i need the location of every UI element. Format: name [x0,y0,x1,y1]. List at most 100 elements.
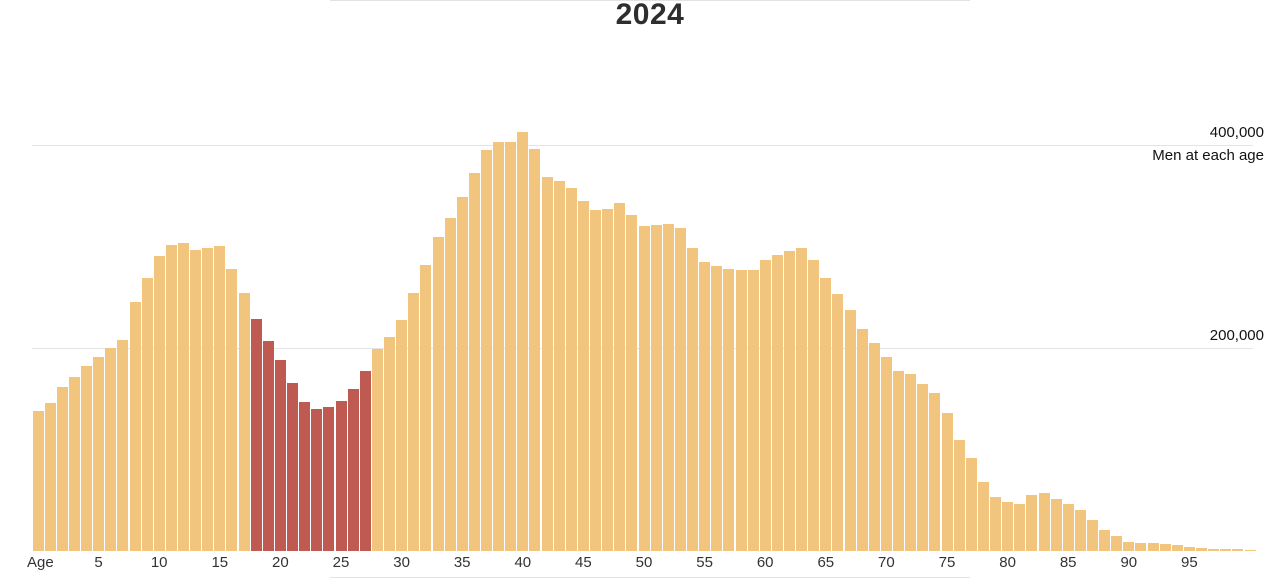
y-axis-label-400000: 400,000 [1209,124,1264,141]
bar-age-37 [480,150,492,551]
bar-age-56 [711,266,723,551]
y-axis-label-200000: 200,000 [1209,327,1264,344]
bar-age-34 [444,218,456,551]
bar-age-66 [832,294,844,551]
bar-age-5 [93,357,105,551]
top-border-line [330,0,970,1]
bar-age-94 [1171,545,1183,551]
bar-age-77 [965,458,977,551]
x-tick-90: 90 [1120,554,1138,571]
bar-age-47 [602,209,614,551]
bar-age-27 [359,371,371,551]
bar-age-74 [929,393,941,551]
x-tick-10: 10 [150,554,168,571]
bar-age-61 [771,255,783,551]
x-tick-85: 85 [1059,554,1077,571]
bar-age-28 [371,349,383,551]
bar-age-93 [1159,544,1171,551]
bar-age-69 [868,343,880,551]
bar-age-46 [590,210,601,551]
bar-age-41 [529,149,541,551]
bar-age-81 [1014,504,1026,551]
x-tick-70: 70 [878,554,895,571]
x-tick-5: 5 [94,554,103,571]
bar-age-90 [1123,542,1135,551]
bar-age-96 [1196,548,1207,551]
bar-age-53 [674,228,686,551]
x-tick-45: 45 [575,554,592,571]
bar-age-15 [214,246,226,551]
bar-age-20 [274,360,286,551]
bar-age-51 [650,225,662,551]
bar-age-8 [129,302,141,551]
bar-age-55 [699,262,711,551]
bar-age-16 [226,269,238,551]
bar-age-32 [420,265,432,551]
bar-age-80 [1002,502,1014,551]
bar-age-59 [747,270,759,551]
bar-age-63 [796,248,808,551]
bar-age-86 [1074,510,1086,551]
bar-age-42 [541,177,553,551]
chart-title: 2024 [615,0,685,31]
bar-age-72 [905,374,917,551]
bar-age-82 [1026,495,1038,551]
bar-age-24 [323,407,335,551]
bar-age-21 [287,383,298,551]
bar-age-7 [117,340,129,551]
bar-age-45 [577,201,589,551]
bar-age-19 [262,341,274,551]
bar-age-11 [165,245,177,551]
x-axis-age-label: Age [27,554,54,571]
bar-age-6 [105,348,117,551]
bar-age-57 [723,269,735,551]
x-tick-65: 65 [817,554,835,571]
men-at-each-age-label: Men at each age [1152,147,1264,164]
bar-age-68 [856,329,868,551]
bar-age-88 [1099,530,1111,551]
bar-age-48 [614,203,626,551]
bar-age-18 [250,319,262,551]
bar-age-50 [638,226,650,551]
bar-age-17 [238,293,250,551]
bar-age-38 [493,142,505,551]
x-tick-35: 35 [453,554,471,571]
bar-age-36 [468,173,480,551]
bar-age-44 [565,188,577,551]
bar-age-71 [893,371,904,551]
bar-age-26 [347,389,359,551]
bar-age-58 [735,270,747,551]
bar-age-73 [917,384,929,551]
bar-age-95 [1183,547,1195,551]
bar-age-70 [880,357,892,551]
bar-age-99 [1232,549,1244,551]
bar-age-89 [1111,536,1123,551]
bar-age-54 [687,248,698,551]
bar-age-1 [44,403,56,551]
bar-age-3 [68,377,80,551]
bar-age-76 [953,440,965,551]
x-tick-30: 30 [393,554,410,571]
bar-age-62 [783,251,795,551]
bottom-border-line [330,577,970,578]
bar-age-9 [141,278,153,551]
bar-age-100 [1244,550,1256,551]
bar-age-35 [456,197,468,551]
bar-age-0 [32,411,44,551]
bar-age-25 [335,401,347,551]
bar-age-98 [1220,549,1232,551]
bar-age-75 [941,413,953,551]
bar-age-67 [844,310,856,551]
bar-age-2 [56,387,68,551]
bar-age-87 [1086,520,1098,551]
bar-age-23 [311,409,323,551]
x-tick-20: 20 [272,554,289,571]
x-tick-40: 40 [514,554,532,571]
bar-age-4 [81,366,92,551]
bar-age-64 [808,260,820,551]
bar-age-79 [990,497,1001,551]
bar-age-97 [1208,549,1220,551]
bar-age-13 [190,250,202,551]
bar-age-83 [1038,493,1050,551]
